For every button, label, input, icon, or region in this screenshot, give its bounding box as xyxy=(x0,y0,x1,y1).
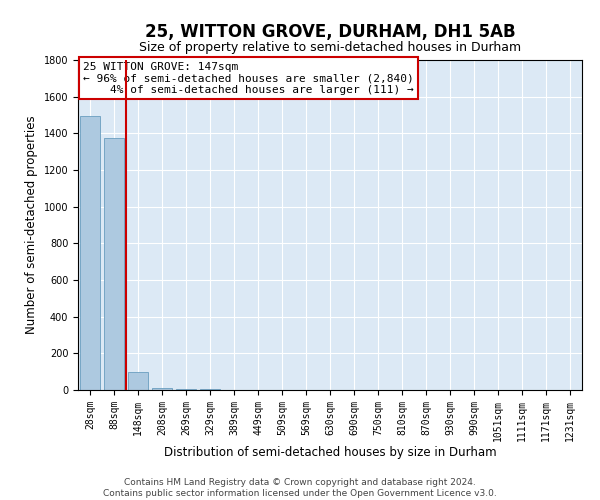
Bar xyxy=(152,388,172,390)
Text: Size of property relative to semi-detached houses in Durham: Size of property relative to semi-detach… xyxy=(139,41,521,54)
Y-axis label: Number of semi-detached properties: Number of semi-detached properties xyxy=(25,116,38,334)
Bar xyxy=(80,116,100,390)
X-axis label: Distribution of semi-detached houses by size in Durham: Distribution of semi-detached houses by … xyxy=(164,446,496,460)
Bar xyxy=(104,138,124,390)
Text: 25 WITTON GROVE: 147sqm
← 96% of semi-detached houses are smaller (2,840)
    4%: 25 WITTON GROVE: 147sqm ← 96% of semi-de… xyxy=(83,62,414,95)
Bar xyxy=(128,372,148,390)
Text: 25, WITTON GROVE, DURHAM, DH1 5AB: 25, WITTON GROVE, DURHAM, DH1 5AB xyxy=(145,22,515,40)
Text: Contains HM Land Registry data © Crown copyright and database right 2024.
Contai: Contains HM Land Registry data © Crown c… xyxy=(103,478,497,498)
